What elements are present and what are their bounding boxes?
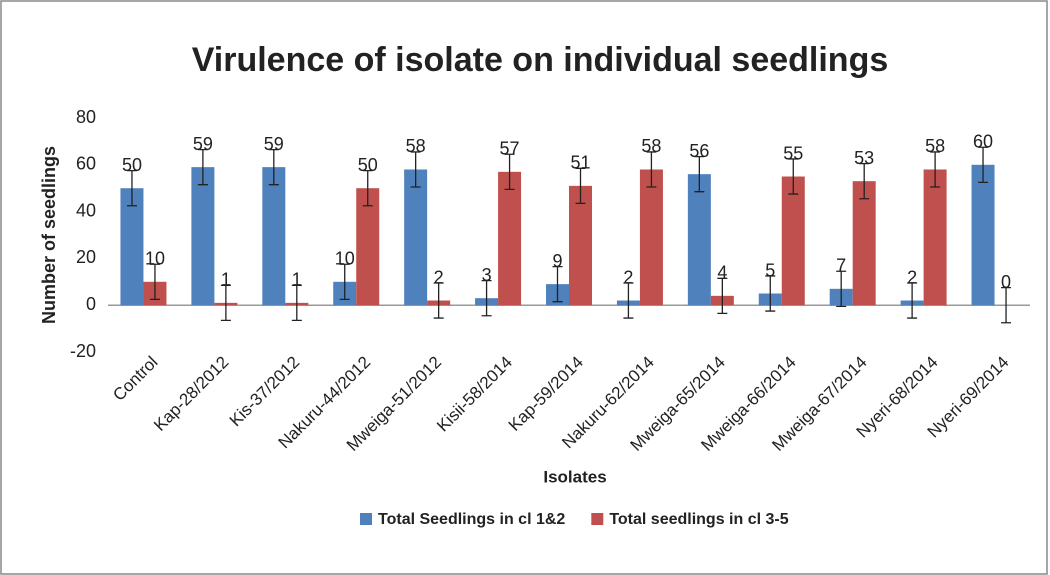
value-label: 58 <box>925 136 945 156</box>
bar <box>639 169 663 306</box>
error-bar <box>552 265 563 303</box>
error-bar <box>717 277 728 315</box>
y-tick-label: 0 <box>86 294 96 314</box>
value-label: 1 <box>221 270 231 290</box>
error-bar <box>339 263 350 300</box>
value-label: 2 <box>623 267 633 287</box>
legend-swatch <box>591 513 604 525</box>
chart-title: Virulence of isolate on individual seedl… <box>192 41 889 79</box>
value-label: 2 <box>907 267 917 287</box>
error-bar <box>362 170 373 207</box>
error-bar <box>646 151 657 188</box>
bar <box>687 174 711 306</box>
value-label: 0 <box>1001 272 1011 292</box>
error-bar <box>788 158 799 195</box>
bar <box>404 169 428 306</box>
error-bar <box>836 270 847 308</box>
x-axis-title: Isolates <box>543 467 606 486</box>
y-tick-label: 40 <box>76 200 96 220</box>
error-bar <box>575 167 586 205</box>
y-tick-label: 80 <box>76 107 96 127</box>
error-bar <box>504 153 515 191</box>
y-tick-label: -20 <box>70 341 96 361</box>
error-bar <box>765 275 776 312</box>
error-bar <box>197 148 208 186</box>
value-label: 7 <box>836 256 846 276</box>
error-bar <box>694 155 705 193</box>
error-bar <box>623 282 634 319</box>
y-tick-label: 20 <box>76 247 96 267</box>
value-label: 55 <box>783 143 803 163</box>
error-bar <box>481 279 492 317</box>
value-label: 1 <box>292 270 302 290</box>
bar <box>120 188 144 306</box>
bar <box>498 171 522 306</box>
value-label: 4 <box>717 263 727 283</box>
value-label: 57 <box>500 139 520 159</box>
error-bar <box>291 284 302 322</box>
bar <box>923 169 947 306</box>
value-label: 59 <box>193 134 213 154</box>
error-bar <box>410 151 421 188</box>
bar <box>262 167 286 306</box>
bar <box>781 176 805 306</box>
value-label: 60 <box>973 132 993 152</box>
value-label: 3 <box>482 265 492 285</box>
value-label: 2 <box>434 267 444 287</box>
value-label: 59 <box>264 134 284 154</box>
error-bar <box>907 282 918 319</box>
value-label: 9 <box>552 251 562 271</box>
legend-label: Total Seedlings in cl 1&2 <box>378 511 565 528</box>
error-bar <box>220 284 231 322</box>
bar <box>971 164 995 306</box>
y-tick-label: 60 <box>76 154 96 174</box>
error-bar <box>433 282 444 319</box>
error-bar <box>126 170 137 207</box>
value-label: 56 <box>689 141 709 161</box>
error-bar <box>268 148 279 186</box>
value-label: 58 <box>406 136 426 156</box>
error-bar <box>149 263 160 300</box>
legend-label: Total seedlings in cl 3-5 <box>609 511 788 528</box>
value-label: 51 <box>570 153 590 173</box>
bar <box>191 167 215 306</box>
value-label: 50 <box>122 155 142 175</box>
error-bar <box>1001 287 1012 324</box>
value-label: 10 <box>145 249 165 269</box>
legend-swatch <box>360 513 372 525</box>
value-label: 53 <box>854 148 874 168</box>
error-bar <box>930 151 941 188</box>
error-bar <box>978 146 989 183</box>
value-label: 10 <box>335 249 355 269</box>
bar <box>569 185 592 306</box>
value-label: 58 <box>641 136 661 156</box>
error-bar <box>859 162 870 200</box>
y-axis-title: Number of seedlings <box>39 146 59 324</box>
value-label: 5 <box>765 260 775 280</box>
bar <box>852 181 876 306</box>
value-label: 50 <box>358 155 378 175</box>
bar <box>356 188 380 306</box>
